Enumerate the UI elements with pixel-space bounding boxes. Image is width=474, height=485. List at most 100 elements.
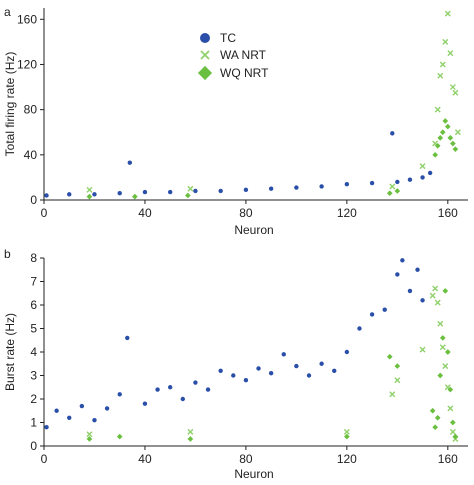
panel-a-point-tc [243, 187, 249, 193]
panel-b-points [44, 258, 459, 442]
panel-b-y-axis-title: Burst rate (Hz) [3, 313, 17, 391]
panel-a-point-wq-nrt [447, 135, 454, 141]
panel-b-point-wa-nrt [419, 346, 426, 353]
legend-marker-tc [200, 33, 210, 43]
panel-b-point-wq-nrt [386, 353, 393, 360]
panel-a-point-wa-nrt [452, 89, 459, 96]
panel-a-x-tick-label: 160 [438, 206, 458, 220]
panel-a-point-wa-nrt [444, 10, 451, 17]
panel-b-point-tc [155, 387, 160, 392]
panel-b-point-tc [79, 403, 85, 409]
panel-a-point-tc [369, 180, 375, 186]
panel-b-point-tc [332, 368, 337, 373]
panel-a-y-tick-label: 160 [17, 12, 37, 26]
panel-b-point-wq-nrt [86, 436, 93, 442]
panel-b-point-tc [243, 378, 249, 383]
panel-b-point-wq-nrt [450, 419, 456, 426]
panel-b-point-tc [44, 425, 49, 430]
panel-a-point-wq-nrt [444, 123, 451, 130]
panel-b-point-tc [400, 258, 405, 263]
panel-a-axes [43, 8, 468, 201]
panel-b-point-tc [205, 387, 211, 392]
panel-a-point-wa-nrt-stroke [454, 129, 461, 136]
panel-b: b 0 40 80 120 160 0 1 2 3 4 5 6 7 8 Neuron Burst rate… [3, 247, 468, 481]
panel-a-point-tc [407, 177, 413, 182]
panel-a-x-tick-label: 120 [337, 206, 357, 220]
panel-b-y-tick-label: 3 [30, 369, 37, 383]
legend-label-tc: TC [220, 31, 236, 45]
panel-a-point-wa-nrt [449, 84, 456, 91]
panel-a-point-tc [294, 185, 299, 190]
panel-b-point-tc [104, 406, 110, 411]
panel-a-x-tick-label: 0 [41, 206, 48, 220]
panel-a-point-wa-nrt-stroke [439, 61, 446, 68]
panel-b-point-wa-nrt-stroke [432, 285, 439, 292]
panel-a: a 0 40 80 120 160 0 40 80 120 160 Neuron Total fi… [3, 5, 468, 237]
legend-item-wa-nrt: WA NRT [200, 48, 267, 62]
panel-b-point-tc [231, 373, 236, 378]
panel-b-point-wa-nrt-stroke [447, 405, 454, 412]
panel-b-point-wa-nrt-stroke [389, 391, 396, 398]
panel-b-point-wq-nrt [437, 372, 444, 379]
panel-a-y-tick-label: 120 [17, 57, 37, 71]
legend-label-wq-nrt: WQ NRT [220, 66, 269, 80]
panel-b-point-tc [357, 326, 362, 331]
panel-b-point-tc [395, 272, 400, 277]
panel-b-point-wa-nrt-stroke [187, 428, 194, 435]
panel-a-point-wa-nrt-stroke [442, 38, 449, 45]
panel-b-point-wa-nrt [447, 405, 454, 412]
panel-a-point-tc [167, 189, 173, 195]
panel-b-point-wq-nrt [447, 386, 454, 393]
panel-b-x-tick-label: 160 [438, 452, 458, 466]
panel-b-point-wq-nrt [434, 414, 441, 421]
panel-b-point-wa-nrt-stroke [434, 299, 441, 306]
legend-item-wq-nrt: WQ NRT [197, 65, 269, 81]
panel-b-point-wq-nrt [187, 436, 194, 442]
panel-b-point-tc [193, 380, 198, 385]
panel-b-y-tick-label: 0 [30, 439, 37, 453]
panel-a-point-tc [92, 192, 97, 197]
panel-a-point-wq-nrt [132, 193, 138, 200]
panel-b-point-tc [382, 307, 387, 312]
panel-a-point-wq-nrt [452, 146, 459, 153]
panel-b-point-wa-nrt [343, 428, 350, 435]
panel-b-point-wa-nrt-stroke [419, 346, 426, 353]
panel-b-point-tc [281, 352, 286, 357]
panel-b-y-tick-label: 5 [30, 322, 37, 336]
panel-a-point-tc [319, 184, 324, 189]
panel-a-point-wq-nrt [439, 129, 446, 136]
panel-a-point-wa-nrt-stroke [452, 89, 459, 96]
panel-b-point-tc [256, 366, 261, 371]
panel-a-point-wa-nrt-stroke [86, 186, 93, 193]
panel-b-point-tc [125, 335, 130, 341]
panel-b-y-tick-label: 1 [30, 416, 37, 430]
panel-b-point-tc [319, 361, 324, 366]
panel-b-y-tick-label: 6 [30, 298, 37, 312]
panel-b-point-tc [54, 408, 59, 413]
panel-b-point-wa-nrt-stroke [86, 431, 93, 438]
panel-a-point-wq-nrt [432, 151, 439, 158]
panel-b-point-wq-nrt [452, 433, 459, 440]
panel-b-point-tc [117, 392, 122, 397]
panel-b-point-wq-nrt [439, 335, 446, 341]
panel-a-point-wa-nrt-stroke [437, 72, 444, 79]
panel-b-x-tick-label: 80 [239, 452, 253, 466]
panel-a-point-tc [344, 181, 350, 187]
panel-b-y-tick-label: 4 [30, 345, 37, 359]
panel-a-point-wq-nrt [86, 193, 93, 200]
panel-a-point-wa-nrt-stroke [389, 183, 396, 190]
panel-a-point-wa-nrt [86, 186, 93, 193]
legend-marker-wq-nrt [197, 65, 213, 81]
panel-b-point-tc [67, 415, 72, 420]
panel-a-point-tc [420, 175, 425, 180]
panel-a-point-tc [142, 189, 148, 195]
panel-b-point-wa-nrt [449, 428, 456, 435]
panel-a-point-wa-nrt-stroke [419, 163, 426, 170]
panel-b-point-wa-nrt [394, 377, 401, 384]
panel-b-point-wa-nrt-stroke [444, 384, 451, 391]
panel-b-point-wa-nrt-stroke [449, 428, 456, 435]
panel-a-point-wq-nrt [394, 188, 401, 194]
panel-a-y-tick-label: 80 [24, 103, 38, 117]
panel-b-point-tc [268, 370, 274, 376]
